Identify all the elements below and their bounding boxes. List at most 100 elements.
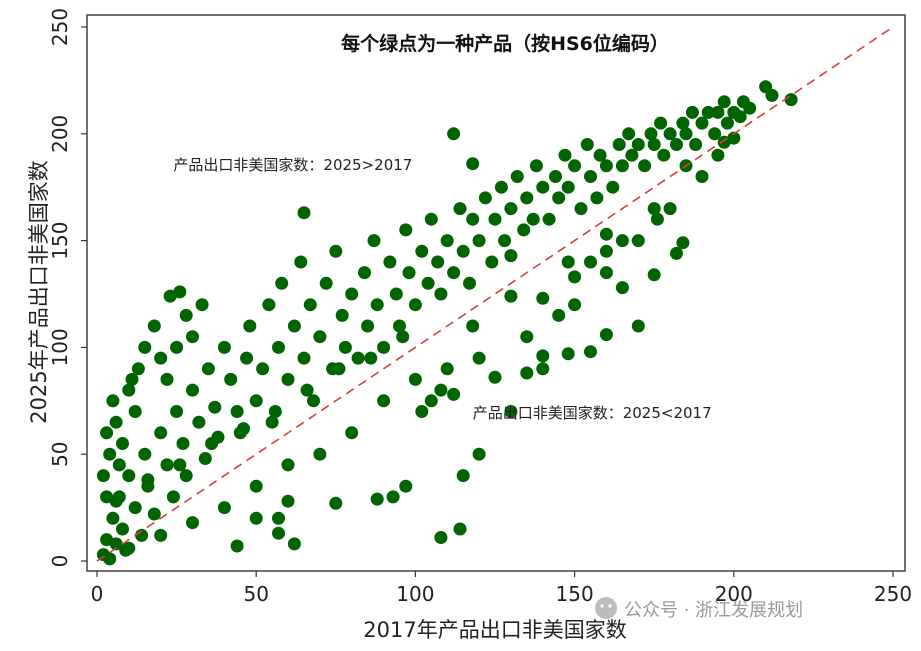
- y-axis: 0 50 100 150 200 250: [48, 8, 87, 567]
- data-point: [173, 458, 187, 472]
- data-point: [272, 526, 285, 540]
- data-point: [396, 330, 410, 344]
- data-point: [173, 285, 187, 299]
- data-point: [612, 138, 626, 151]
- data-point: [377, 340, 391, 354]
- data-point: [644, 127, 658, 141]
- data-point: [389, 287, 403, 301]
- data-point: [335, 308, 349, 322]
- data-point: [386, 490, 400, 504]
- data-point: [520, 366, 534, 380]
- data-point: [517, 223, 531, 237]
- data-point: [670, 246, 683, 260]
- data-point: [561, 255, 575, 269]
- data-point: [647, 268, 661, 282]
- data-point: [217, 501, 231, 515]
- data-point: [526, 212, 540, 226]
- annotation-above: 产品出口非美国家数：2025>2017: [173, 156, 412, 174]
- data-point: [367, 234, 381, 248]
- data-point: [504, 289, 518, 303]
- data-point: [647, 138, 661, 151]
- data-point: [287, 537, 301, 551]
- data-point: [488, 370, 502, 384]
- data-point: [599, 227, 613, 241]
- data-point: [701, 105, 715, 119]
- x-axis: 0 50 100 150 200 250: [91, 571, 912, 606]
- data-point: [440, 234, 454, 248]
- data-point: [176, 437, 190, 450]
- data-point: [650, 212, 664, 226]
- data-point: [125, 372, 139, 386]
- data-point: [685, 105, 699, 119]
- data-point: [402, 266, 416, 280]
- plot-frame: [86, 14, 906, 572]
- data-point: [287, 319, 301, 333]
- data-point: [249, 394, 263, 408]
- data-point: [478, 191, 492, 205]
- data-point: [472, 234, 486, 248]
- data-point: [364, 351, 378, 365]
- data-point: [135, 528, 149, 542]
- data-point: [593, 148, 607, 162]
- data-point: [536, 180, 550, 194]
- data-point: [606, 180, 620, 194]
- data-point: [170, 340, 184, 354]
- data-point: [275, 276, 289, 290]
- data-point: [230, 405, 244, 418]
- data-point: [399, 479, 413, 493]
- watermark: 公众号 · 浙江发展规划: [595, 597, 803, 621]
- data-point: [272, 511, 285, 525]
- data-point: [358, 266, 371, 280]
- data-point: [147, 507, 161, 521]
- data-point: [100, 490, 114, 504]
- data-point: [561, 347, 575, 361]
- data-point: [663, 202, 677, 216]
- data-point: [631, 138, 645, 151]
- data-point: [128, 405, 142, 418]
- data-point: [520, 330, 534, 344]
- data-point: [424, 394, 438, 408]
- data-point: [494, 180, 508, 194]
- x-tick-label: 250: [874, 582, 912, 606]
- data-point: [599, 244, 613, 258]
- data-point: [615, 281, 629, 295]
- data-point: [265, 415, 279, 429]
- data-point: [647, 202, 661, 216]
- data-point: [676, 116, 690, 130]
- data-point: [141, 473, 155, 487]
- data-point: [345, 426, 359, 440]
- data-point: [561, 180, 575, 194]
- data-point: [138, 340, 152, 354]
- data-point: [580, 138, 594, 151]
- data-point: [711, 105, 725, 119]
- data-point: [599, 159, 613, 173]
- data-point: [179, 469, 193, 483]
- data-point: [186, 383, 199, 397]
- data-point: [695, 116, 709, 130]
- data-point: [466, 157, 480, 171]
- data-point: [434, 383, 448, 397]
- data-point: [657, 148, 671, 162]
- data-point: [399, 223, 413, 237]
- data-point: [186, 516, 199, 530]
- data-point: [615, 159, 629, 173]
- data-point: [447, 127, 461, 141]
- data-point: [510, 170, 524, 183]
- data-point: [453, 522, 467, 536]
- data-point: [434, 287, 448, 301]
- data-point: [377, 394, 391, 408]
- data-point: [281, 494, 295, 508]
- data-point: [138, 447, 152, 461]
- data-point: [383, 255, 397, 269]
- data-point: [268, 405, 282, 418]
- data-point: [615, 234, 629, 248]
- data-point: [128, 501, 142, 515]
- data-point: [670, 138, 683, 151]
- data-point: [154, 426, 168, 440]
- data-point: [281, 372, 295, 386]
- data-point: [552, 191, 566, 205]
- x-tick-label: 0: [91, 582, 104, 606]
- data-point: [536, 291, 550, 305]
- data-point: [205, 437, 219, 450]
- data-point: [361, 319, 375, 333]
